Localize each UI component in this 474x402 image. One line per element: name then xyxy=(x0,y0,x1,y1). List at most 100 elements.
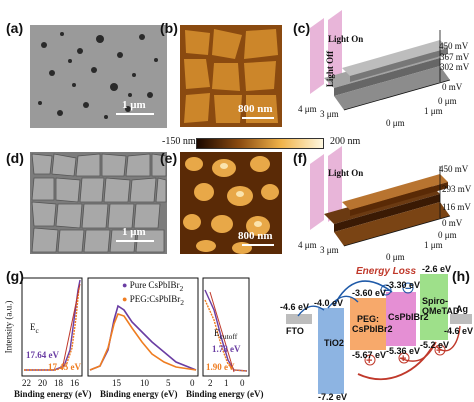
legend-marker-peg: ● xyxy=(122,293,128,304)
band-diagram-h: − − + + + Energy Loss -4.6 eV FTO -4.0 e… xyxy=(268,262,474,402)
ups-left-tick-1: 22 xyxy=(22,378,31,388)
panel-label-g: (g) xyxy=(6,268,24,284)
ups-mid-tick-2: 10 xyxy=(140,378,149,388)
ups-right-tick-2: 1 xyxy=(224,378,229,388)
scale-bar-a xyxy=(116,113,154,115)
ups-right-tick-1: 2 xyxy=(208,378,213,388)
panel-label-h: (h) xyxy=(452,268,470,284)
tio2-top-level: -4.0 eV xyxy=(314,298,344,308)
panel-label-f: (f) xyxy=(293,150,307,166)
panel-label-d: (d) xyxy=(6,150,24,166)
kpfm-f-x-tick-2: 0 μm xyxy=(438,230,457,240)
height-colorbar: -150 nm 200 nm xyxy=(162,136,376,150)
peg-label: PEG: CsPbIBr2 xyxy=(352,314,393,334)
sem-grains-a xyxy=(30,25,167,128)
kpfm-c-y-tick-1: 4 μm xyxy=(298,104,317,114)
ups-left-tick-3: 18 xyxy=(54,378,63,388)
scale-bar-d xyxy=(116,240,154,242)
ups-left-tick-4: 16 xyxy=(70,378,79,388)
kpfm-c-z-tick-1: 450 mV xyxy=(439,41,469,51)
kpfm-c-x-tick-1: 1 μm xyxy=(424,106,443,116)
legend-sub-peg: 2 xyxy=(180,297,184,307)
fto-label: FTO xyxy=(286,326,304,336)
energy-loss-label: Energy Loss xyxy=(356,266,417,277)
ups-xlabel-right: Binding energy (eV) xyxy=(186,389,264,399)
svg-text:−: − xyxy=(383,285,389,297)
ups-mid-tick-3: 5 xyxy=(166,378,171,388)
legend-item-pure: ● Pure CsPbIBr2 xyxy=(122,280,184,294)
kpfm-c-y-tick-5: 0 μm xyxy=(386,118,405,128)
ups-mid-tick-4: 0 xyxy=(190,378,195,388)
legend-item-peg: ● PEG:CsPbIBr2 xyxy=(122,294,184,308)
spiro-bottom-level: -5.2 eV xyxy=(420,340,450,350)
scale-bar-b xyxy=(242,117,274,119)
ups-left-tick-2: 20 xyxy=(38,378,47,388)
svg-text:+: + xyxy=(436,345,442,357)
ups-mid-tick-1: 15 xyxy=(112,378,121,388)
afm-topography-b xyxy=(180,25,282,127)
panel-label-e: (e) xyxy=(160,150,178,166)
kpfm-f-x-tick-1: 1 μm xyxy=(424,240,443,250)
sem-grains-d xyxy=(30,152,167,254)
legend-label-pure: Pure CsPbIBr xyxy=(129,280,180,290)
tio2-label: TiO2 xyxy=(324,338,344,348)
colorbar-gradient xyxy=(196,138,324,149)
kpfm-c-label-1: Light Off xyxy=(325,50,336,88)
ups-left-val-purple: 17.64 eV xyxy=(26,350,59,360)
kpfm-f-z-tick-2: 293 mV xyxy=(442,184,472,194)
peg-bottom-level: -5.67 eV xyxy=(352,350,387,360)
kpfm-f-z-tick-3: 116 mV xyxy=(442,202,471,212)
kpfm-f-label-2: Light On xyxy=(328,168,364,178)
cspb-top-level: -3.30 eV xyxy=(386,280,421,290)
ups-right-ev-symbol: E xyxy=(214,328,220,338)
svg-text:+: + xyxy=(366,355,372,367)
afm-image-b: 800 nm xyxy=(180,25,282,127)
ups-xlabel-mid: Binding energy (eV) xyxy=(100,389,178,399)
scale-label-b: 800 nm xyxy=(238,103,273,115)
sem-image-d: 1 μm xyxy=(30,152,167,254)
kpfm-f-y-tick-1: 4 μm xyxy=(298,240,317,250)
legend-sub-pure: 2 xyxy=(179,283,184,293)
scale-label-d: 1 μm xyxy=(122,226,146,238)
ups-right-val-orange: 1.90 eV xyxy=(206,362,235,372)
ups-legend: ● Pure CsPbIBr2 ● PEG:CsPbIBr2 xyxy=(122,280,184,308)
kpfm-f-z-tick-1: 450 mV xyxy=(439,164,469,174)
ups-spectra-g: Intensity (a.u.) ● Pure CsPbIBr2 ● PEG:C… xyxy=(0,270,264,402)
ups-left-ev: Ec xyxy=(30,322,39,335)
ups-right-ev-sub: cutoff xyxy=(219,331,238,341)
ups-left-ev-sub: c xyxy=(35,325,39,335)
svg-text:−: − xyxy=(405,283,411,295)
ups-left-ev-symbol: E xyxy=(30,322,36,332)
ups-right-tick-3: 0 xyxy=(240,378,245,388)
kpfm-c-z-tick-4: 0 mV xyxy=(442,82,463,92)
kpfm-surface-f xyxy=(310,146,451,247)
scale-label-e: 800 nm xyxy=(238,230,273,242)
panel-label-a: (a) xyxy=(6,20,24,36)
kpfm-f-z-tick-4: 0 mV xyxy=(442,218,463,228)
spiro-top-level: -2.6 eV xyxy=(422,264,452,274)
kpfm-3d-plot-c: Light Off Light On 450 mV 367 mV 302 mV … xyxy=(290,8,474,132)
ag-label: Ag xyxy=(456,304,468,314)
ups-left-val-orange: 17.45 eV xyxy=(48,362,81,372)
afm-image-e: 800 nm xyxy=(180,152,282,254)
kpfm-3d-plot-f: Light On 450 mV 293 mV 116 mV 0 mV 4 μm … xyxy=(290,140,474,264)
kpfm-c-x-tick-2: 0 μm xyxy=(438,96,457,106)
cspb-label: CsPbIBr2 xyxy=(388,312,429,322)
scale-label-a: 1 μm xyxy=(122,99,146,111)
kpfm-surface-c xyxy=(310,10,451,111)
kpfm-f-y-tick-2: 3 μm xyxy=(320,245,339,255)
kpfm-c-z-tick-3: 302 mV xyxy=(440,62,470,72)
kpfm-c-label-2: Light On xyxy=(328,34,364,44)
kpfm-c-y-tick-2: 3 μm xyxy=(320,109,339,119)
ups-xlabel-left: Binding energy (eV) xyxy=(14,389,92,399)
svg-text:+: + xyxy=(400,353,406,365)
cspb-bottom-level: -5.36 eV xyxy=(386,346,421,356)
panel-label-c: (c) xyxy=(293,20,311,36)
ups-right-val-purple: 1.78 eV xyxy=(212,344,241,354)
ups-axes xyxy=(21,277,250,377)
sem-image-a: 1 μm xyxy=(30,25,167,128)
spiro-label: Spiro- OMeTAD xyxy=(422,296,460,316)
colorbar-min-label: -150 nm xyxy=(162,136,196,147)
ups-right-ev: Ecutoff xyxy=(214,328,237,341)
panel-label-b: (b) xyxy=(160,20,178,36)
